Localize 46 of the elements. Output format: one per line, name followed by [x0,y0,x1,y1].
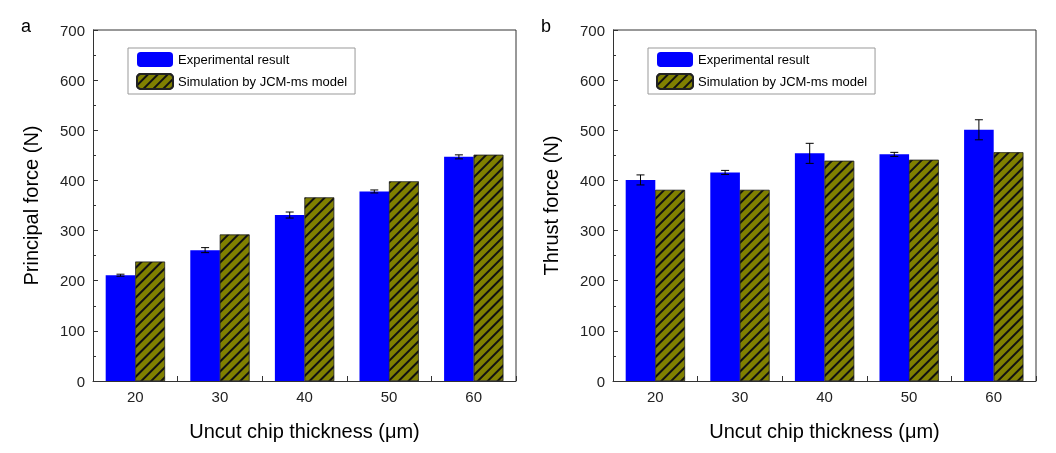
y-tick-label: 200 [579,272,605,290]
x-tick-label: 20 [126,388,144,405]
x-axis-title: Uncut chip thickness (μm) [709,420,940,442]
bar [190,250,220,381]
x-tick-label: 60 [985,388,1003,405]
bar [710,172,740,381]
x-axis-title: Uncut chip thickness (μm) [189,420,420,442]
y-tick-label: 500 [59,121,85,139]
legend-label: Simulation by JCM-ms model [698,74,868,89]
y-tick-label: 400 [579,171,605,189]
y-tick-label: 500 [579,121,605,139]
y-tick-label: 0 [596,372,605,390]
y-tick-label: 100 [59,322,85,340]
legend-label: Simulation by JCM-ms model [178,74,348,89]
x-tick-label: 50 [380,388,398,405]
y-axis-title: Principal force (N) [20,125,42,286]
y-tick-label: 600 [59,71,85,89]
y-axis-title: Thrust force (N) [540,135,562,276]
x-tick-label: 20 [646,388,664,405]
legend-label: Experimental result [698,52,810,67]
bar [274,215,305,381]
y-tick-label: 600 [579,71,605,89]
x-tick-label: 60 [465,388,483,405]
y-tick-label: 700 [579,21,605,39]
bar [105,275,136,381]
y-tick-label: 400 [59,171,85,189]
y-tick-label: 300 [579,222,605,240]
bar [444,156,474,381]
legend-label: Experimental result [178,52,290,67]
y-tick-label: 100 [579,322,605,340]
y-tick-label: 200 [59,272,85,290]
x-tick-label: 50 [900,388,918,405]
bar [879,154,910,381]
x-tick-label: 30 [731,388,749,405]
y-tick-label: 300 [59,222,85,240]
chart-title: b [541,16,552,36]
bar [625,179,656,381]
bar [794,153,825,381]
y-tick-label: 700 [59,21,85,39]
chart-title: a [21,16,32,36]
bar [964,129,994,381]
x-tick-label: 40 [296,388,313,405]
y-tick-label: 0 [76,372,85,390]
bar [359,191,390,381]
x-tick-label: 40 [816,388,833,405]
x-tick-label: 30 [211,388,229,405]
